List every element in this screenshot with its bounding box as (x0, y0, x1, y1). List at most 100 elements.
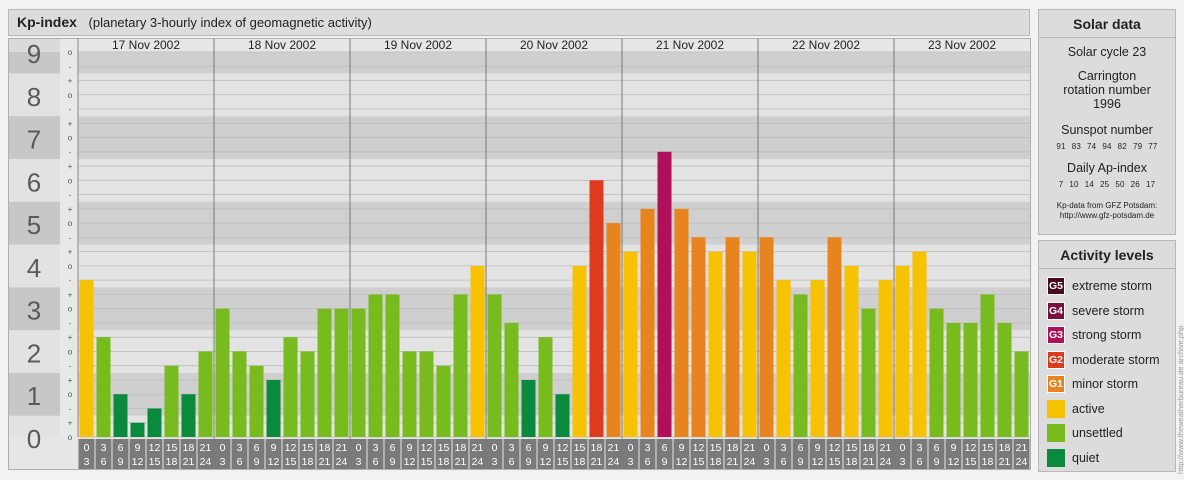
interval-cell (231, 439, 248, 470)
interval-end-label: 6 (917, 456, 923, 468)
interval-cell (452, 439, 469, 470)
kp-bar (334, 308, 349, 437)
interval-end-label: 6 (645, 456, 651, 468)
y-tick-label: 7 (27, 125, 41, 155)
kp-bar (113, 394, 128, 437)
interval-start-label: 9 (271, 442, 277, 454)
kp-bar (776, 280, 791, 437)
day-label: 23 Nov 2002 (928, 38, 996, 52)
ap-index-value: 14 (1084, 180, 1095, 189)
minor-tick-label: - (69, 362, 72, 371)
interval-cell (214, 439, 231, 470)
source-url: http://www.theweatherbureau.de archive.p… (1176, 325, 1184, 474)
kp-bar (504, 322, 519, 437)
sunspot-value: 77 (1148, 142, 1158, 151)
interval-end-label: 15 (829, 456, 841, 468)
y-level-band (8, 73, 60, 117)
interval-end-label: 21 (999, 456, 1011, 468)
interval-start-label: 3 (101, 442, 107, 454)
interval-cell (520, 439, 537, 470)
interval-start-label: 12 (965, 442, 977, 454)
interval-cell (707, 439, 724, 470)
interval-cell (1013, 439, 1030, 470)
interval-start-label: 18 (183, 442, 195, 454)
chart-title: Kp-index (17, 14, 77, 30)
y-level-band (8, 158, 60, 202)
interval-start-label: 15 (846, 442, 858, 454)
sunspot-value: 94 (1102, 142, 1112, 151)
interval-cell (435, 439, 452, 470)
interval-cell (673, 439, 690, 470)
interval-start-label: 15 (574, 442, 586, 454)
ap-index-value: 50 (1115, 180, 1125, 189)
interval-cell (401, 439, 418, 470)
legend-label: extreme storm (1072, 279, 1152, 294)
interval-end-label: 9 (390, 456, 396, 468)
ap-index-value: 7 (1058, 180, 1064, 189)
interval-cell (656, 439, 673, 470)
interval-cell (129, 439, 146, 470)
kp-bar (725, 237, 740, 437)
minor-tick-label: - (69, 148, 72, 157)
interval-cell (741, 439, 758, 470)
legend-swatch (1047, 399, 1065, 418)
interval-start-label: 18 (591, 442, 603, 454)
minor-tick-label: - (69, 191, 72, 200)
y-tick-label: 3 (27, 296, 41, 326)
interval-start-label: 3 (917, 442, 923, 454)
ap-index-values: 7 10 14 25 50 26 17 (1039, 180, 1175, 189)
kp-bar (317, 308, 332, 437)
kp-bar (130, 422, 145, 437)
minor-tick-label: o (68, 305, 73, 314)
kp-bar (96, 337, 111, 437)
kp-bar (232, 351, 247, 437)
y-tick-label: 8 (27, 82, 41, 112)
interval-start-label: 9 (815, 442, 821, 454)
kp-bar (79, 280, 94, 437)
legend-item: G4 severe storm (1047, 300, 1175, 323)
kp-bar (606, 223, 621, 437)
interval-end-label: 6 (237, 456, 243, 468)
legend-item: quiet (1047, 447, 1175, 470)
credit-url[interactable]: http://www.gfz-potsdam.de (1059, 211, 1155, 220)
legend-swatch (1047, 424, 1065, 443)
interval-cell (282, 439, 299, 470)
interval-end-label: 21 (727, 456, 739, 468)
interval-cell (605, 439, 622, 470)
interval-end-label: 15 (693, 456, 705, 468)
kp-bar (572, 265, 587, 437)
interval-cell (384, 439, 401, 470)
kp-bar (521, 379, 536, 437)
interval-end-label: 6 (101, 456, 107, 468)
interval-cell (418, 439, 435, 470)
y-level-band (8, 415, 60, 437)
kp-bar (470, 265, 485, 437)
axis-labels: 0123456789o+-o+-o+-o+-o+-o+-o+-o+-o+-o17… (8, 38, 1031, 470)
minor-tick-label: - (69, 404, 72, 413)
legend-item: unsettled (1047, 422, 1175, 445)
minor-tick-label: + (68, 77, 73, 86)
interval-end-label: 24 (744, 456, 756, 468)
minor-tick-label: + (68, 119, 73, 128)
interval-start-label: 0 (84, 442, 90, 454)
y-tick-label: 1 (27, 381, 41, 411)
y-tick-label: 5 (27, 210, 41, 240)
interval-end-label: 18 (846, 456, 858, 468)
interval-start-label: 12 (421, 442, 433, 454)
interval-cell (333, 439, 350, 470)
chart-header: Kp-index (planetary 3-hourly index of ge… (8, 9, 1030, 36)
interval-end-label: 9 (526, 456, 532, 468)
interval-end-label: 24 (200, 456, 212, 468)
kp-bar (861, 308, 876, 437)
kp-bar (555, 394, 570, 437)
sunspot-value: 82 (1117, 142, 1127, 151)
interval-start-label: 18 (727, 442, 739, 454)
interval-start-label: 21 (608, 442, 620, 454)
legend-label: quiet (1072, 450, 1100, 465)
interval-cell (163, 439, 180, 470)
interval-cell (299, 439, 316, 470)
interval-start-label: 9 (135, 442, 141, 454)
kp-bar (810, 280, 825, 437)
day-label: 19 Nov 2002 (384, 38, 452, 52)
